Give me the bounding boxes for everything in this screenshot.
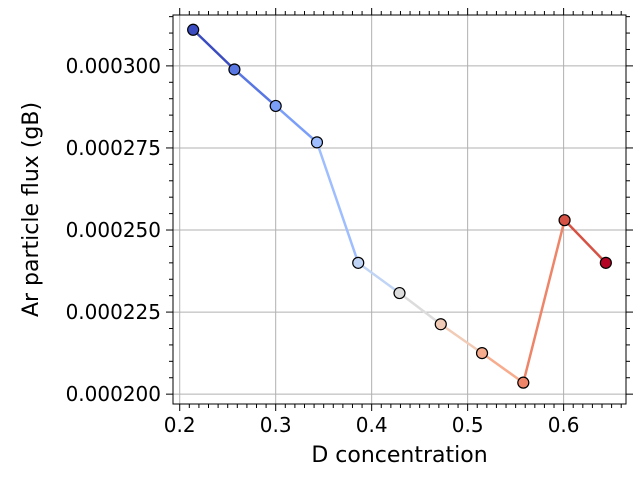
data-point bbox=[228, 63, 241, 76]
line-segment bbox=[563, 218, 608, 265]
x-tick-label: 0.6 bbox=[548, 413, 580, 437]
data-point bbox=[187, 23, 200, 36]
x-tick-label: 0.3 bbox=[260, 413, 292, 437]
data-point bbox=[517, 376, 530, 389]
data-point bbox=[352, 256, 365, 269]
plot-frame bbox=[172, 14, 627, 405]
x-tick-label: 0.5 bbox=[452, 413, 484, 437]
line-segment bbox=[315, 141, 360, 265]
data-point bbox=[434, 318, 447, 331]
line-segment bbox=[439, 322, 484, 355]
y-axis-label: Ar particle flux (gB) bbox=[19, 102, 44, 317]
line-segment bbox=[191, 28, 236, 71]
line-segment bbox=[522, 218, 566, 384]
data-point bbox=[269, 99, 282, 113]
y-tick-label: 0.000275 bbox=[66, 136, 161, 160]
x-axis-ticks: 0.2 0.3 0.4 0.5 0.6 bbox=[164, 8, 622, 437]
data-point bbox=[558, 214, 571, 227]
data-point bbox=[310, 136, 324, 149]
x-axis-label: D concentration bbox=[311, 443, 487, 468]
grid-lines bbox=[173, 15, 626, 404]
y-tick-label: 0.000250 bbox=[66, 218, 161, 242]
line-segment bbox=[398, 291, 443, 326]
x-tick-label: 0.4 bbox=[356, 413, 388, 437]
series-points bbox=[187, 23, 612, 389]
line-segment bbox=[233, 68, 277, 108]
data-point bbox=[393, 286, 406, 300]
line-segment bbox=[274, 104, 319, 144]
y-tick-label: 0.000300 bbox=[66, 54, 161, 78]
data-point bbox=[475, 347, 489, 360]
data-point bbox=[599, 256, 612, 269]
y-tick-label: 0.000200 bbox=[66, 382, 161, 406]
y-axis-ticks: 0.000200 0.000225 0.000250 0.000275 0.000300 bbox=[66, 16, 633, 406]
y-tick-label: 0.000225 bbox=[66, 300, 161, 324]
line-segment bbox=[356, 261, 401, 295]
series-line bbox=[191, 28, 608, 384]
line-segment bbox=[480, 351, 525, 384]
x-tick-label: 0.2 bbox=[164, 413, 196, 437]
